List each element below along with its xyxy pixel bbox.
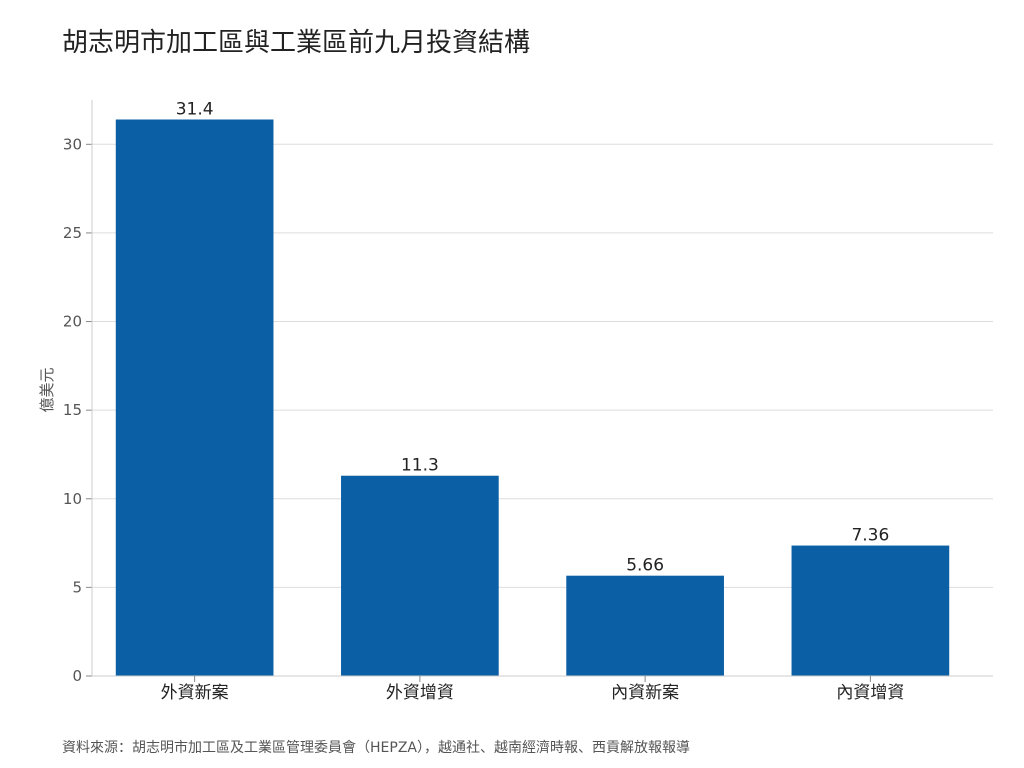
x-tick-label: 內資新案 — [611, 683, 679, 703]
y-tick-label: 15 — [63, 401, 82, 419]
axes: 0 5 10 15 20 25 30 外資新案 外資增資 內資新案 內資增資 — [63, 100, 993, 703]
bars: 31.4 11.3 5.66 7.36 — [115, 99, 950, 677]
bar — [341, 475, 499, 676]
bar-value-label: 7.36 — [851, 526, 889, 546]
x-tick-label: 內資增資 — [836, 683, 904, 703]
bar-value-label: 5.66 — [626, 556, 664, 576]
bar — [115, 119, 274, 677]
y-tick-label: 25 — [63, 224, 82, 242]
y-tick-label: 0 — [72, 667, 82, 685]
chart-title: 胡志明市加工區與工業區前九月投資結構 — [62, 28, 531, 58]
bar-value-label: 31.4 — [176, 99, 214, 119]
x-tick-label: 外資新案 — [161, 683, 229, 703]
source-note: 資料來源：胡志明市加工區及工業區管理委員會（HEPZA），越通社、越南經濟時報、… — [62, 740, 690, 756]
bar — [791, 545, 950, 676]
bar-value-label: 11.3 — [401, 456, 439, 476]
bar — [566, 575, 724, 676]
y-tick-label: 5 — [72, 578, 82, 596]
y-tick-label: 30 — [63, 135, 82, 153]
y-tick-label: 20 — [63, 313, 82, 331]
y-tick-label: 10 — [63, 490, 82, 508]
y-axis-title: 億美元 — [38, 367, 56, 412]
x-tick-label: 外資增資 — [386, 683, 454, 703]
